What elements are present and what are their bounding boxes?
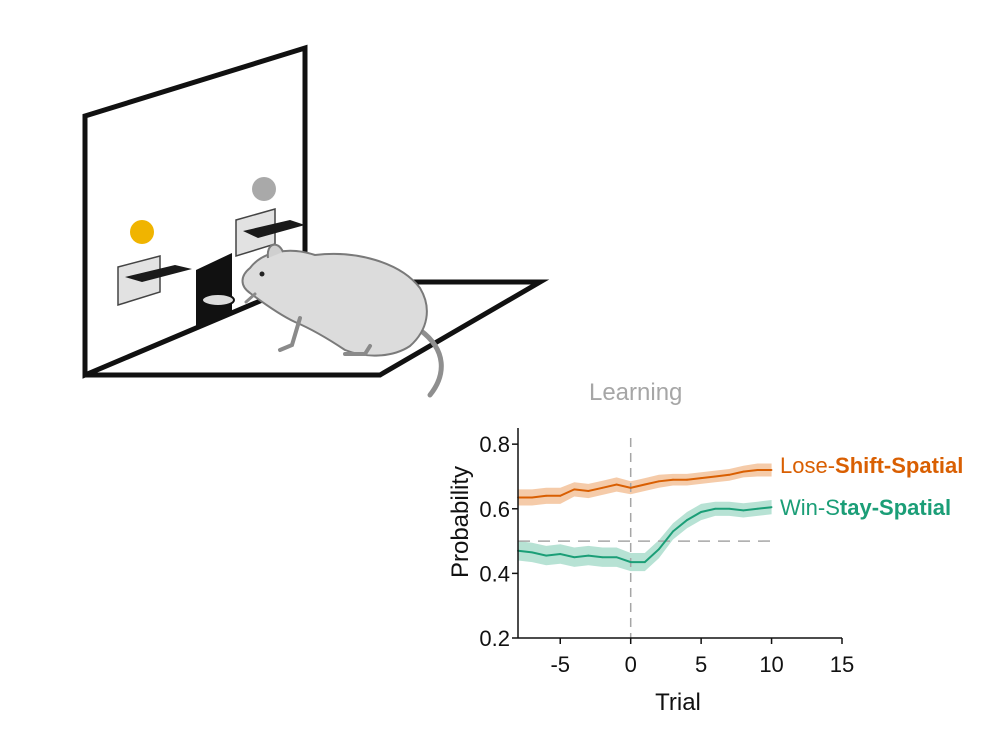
data-point [657, 480, 660, 483]
learning-label: Learning [589, 379, 682, 406]
data-point [559, 553, 562, 555]
data-point [545, 554, 548, 557]
y-tick-label: 0.4 [479, 561, 510, 586]
data-point [657, 548, 660, 551]
rat-eye [259, 271, 265, 277]
data-point [700, 511, 703, 513]
data-point [531, 496, 533, 499]
y-tick-label: 0.2 [479, 626, 510, 651]
x-tick-label: 0 [625, 652, 637, 677]
y-ticks: 0.2 0.4 0.6 0.8 [479, 432, 518, 651]
rat-ear [266, 243, 284, 259]
data-point [714, 475, 717, 478]
x-tick-label: 5 [695, 652, 707, 677]
data-point [742, 509, 745, 512]
data-point [601, 486, 604, 489]
data-point [672, 530, 674, 533]
data-point [531, 551, 533, 554]
data-point [742, 470, 745, 473]
rat-paw [244, 292, 257, 304]
food-dish [201, 293, 235, 307]
left-cue-light [130, 220, 154, 244]
y-tick-label: 0.6 [479, 497, 510, 522]
x-tick-label: 10 [759, 652, 783, 677]
x-axis-label: Trial [655, 689, 701, 716]
data-point [686, 519, 688, 521]
data-point [587, 554, 590, 557]
series-label: Lose-Shift-Spatial [780, 453, 963, 478]
data-point [686, 478, 688, 481]
data-point [756, 507, 759, 510]
rat-hind-leg [343, 344, 372, 356]
x-tick-label: -5 [550, 652, 570, 677]
series-lines [517, 469, 773, 564]
x-ticks: -5 0 5 10 15 [550, 638, 854, 677]
data-point [629, 561, 632, 563]
data-point [672, 478, 674, 481]
probability-chart: 0.2 0.4 0.6 0.8 -5 0 5 10 15 Learning Trial Pro… [447, 379, 963, 716]
data-point [573, 556, 576, 559]
y-tick-label: 0.8 [479, 432, 510, 457]
data-point [770, 469, 773, 471]
right-lever [243, 220, 305, 238]
data-point [643, 483, 646, 486]
data-point [770, 506, 773, 509]
data-point [545, 494, 548, 497]
error-band [518, 500, 772, 572]
food-port [196, 253, 232, 330]
chamber-illustration [82, 44, 550, 398]
data-point [728, 473, 731, 476]
data-point [756, 469, 759, 471]
series-label: Win-Stay-Spatial [780, 495, 951, 520]
data-point [587, 490, 590, 492]
data-point [714, 507, 717, 510]
data-point [700, 477, 703, 479]
y-axis-label: Probability [447, 466, 474, 578]
rat-tail [417, 327, 444, 398]
data-point [601, 556, 604, 559]
data-point [728, 507, 731, 510]
data-point [643, 561, 646, 563]
rat-body [241, 249, 428, 357]
x-tick-label: 15 [830, 652, 854, 677]
data-point [559, 494, 562, 497]
left-lever [125, 265, 192, 282]
rat [241, 243, 444, 398]
data-point [615, 483, 618, 486]
data-point [629, 486, 632, 489]
rat-front-leg [278, 316, 302, 352]
right-cue-light [252, 177, 276, 201]
data-point [615, 556, 618, 559]
data-point [573, 488, 576, 491]
series-labels: Lose-Shift-Spatial Win-Stay-Spatial [780, 453, 963, 520]
